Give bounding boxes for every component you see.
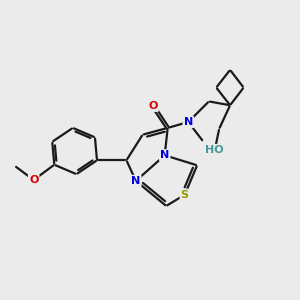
- Text: S: S: [181, 190, 189, 200]
- Text: N: N: [131, 176, 140, 186]
- Text: O: O: [29, 175, 38, 185]
- Text: O: O: [148, 101, 158, 111]
- Text: HO: HO: [206, 145, 224, 155]
- Text: N: N: [160, 150, 169, 160]
- Text: N: N: [184, 117, 193, 127]
